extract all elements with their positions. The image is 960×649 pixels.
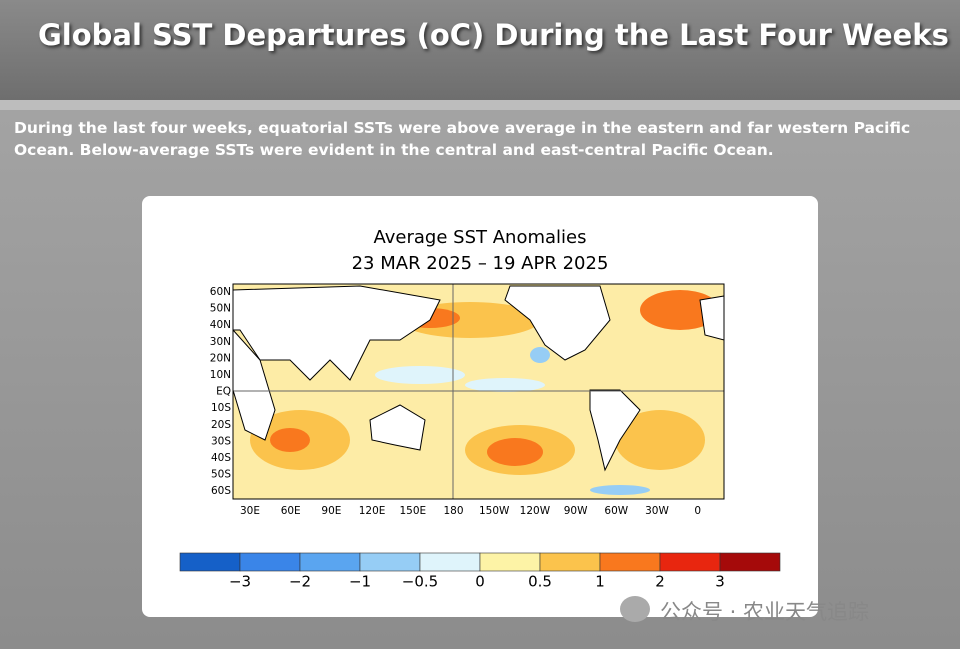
lat-label: 20S [211,419,231,431]
land-north-america [504,285,611,361]
lat-label: 40S [211,452,231,464]
colorbar-label: 2 [655,573,665,591]
lon-label: 90E [321,505,341,517]
colorbar-box [659,552,721,572]
lon-label: 30W [645,505,669,517]
lat-label: 60N [210,286,231,298]
map [232,283,725,500]
lat-label: 10S [211,402,231,414]
wechat-icon [620,596,650,622]
anomaly [270,428,310,452]
colorbar-box [539,552,601,572]
colorbar-box [179,552,241,572]
colorbar-label: −0.5 [402,573,438,591]
anomaly [375,366,465,384]
figure-subtitle: 23 MAR 2025 – 19 APR 2025 [352,253,609,274]
lat-label: 30N [210,336,231,348]
lat-label: 10N [210,369,231,381]
land-south-america [589,389,641,472]
watermark: 公众号 · 农业天气追踪 [660,600,870,624]
lon-label: 0 [694,505,701,517]
lat-label: 50N [210,303,231,315]
anomaly [487,438,543,466]
figure-title: Average SST Anomalies [374,227,587,248]
lon-label: 30E [240,505,260,517]
header-bar [0,0,960,100]
lat-label: 40N [210,319,231,331]
land-eurasia [232,285,441,381]
slide-title: Global SST Departures (oC) During the La… [38,18,949,52]
lon-label: 150W [479,505,510,517]
colorbar-box [719,552,781,572]
description: During the last four weeks, equatorial S… [14,119,911,159]
lon-label: 180 [443,505,463,517]
lat-label: EQ [216,386,231,398]
lat-label: 20N [210,352,231,364]
anomaly [530,347,550,363]
colorbar-label: 3 [715,573,725,591]
map-frame [232,283,725,500]
colorbar-box [419,552,481,572]
lon-label: 120W [520,505,551,517]
colorbar-label: −1 [349,573,371,591]
lat-label: 50S [211,469,231,481]
lat-label: 30S [211,435,231,447]
colorbar-box [599,552,661,572]
lon-label: 60W [604,505,628,517]
colorbar-label: 0.5 [528,573,552,591]
anomaly [590,485,650,495]
lon-label: 150E [399,505,426,517]
colorbar-box [359,552,421,572]
colorbar-label: −2 [289,573,311,591]
colorbar-label: 1 [595,573,605,591]
colorbar-label: −3 [229,573,251,591]
colorbar-box [239,552,301,572]
lon-label: 60E [281,505,301,517]
colorbar-box [479,552,541,572]
header-band [0,100,960,110]
lon-label: 120E [359,505,386,517]
anomaly [615,410,705,470]
land-australia [369,404,426,451]
colorbar-label: 0 [475,573,485,591]
anomaly [465,378,545,392]
colorbar-box [299,552,361,572]
lon-label: 90W [564,505,588,517]
lat-label: 60S [211,485,231,497]
